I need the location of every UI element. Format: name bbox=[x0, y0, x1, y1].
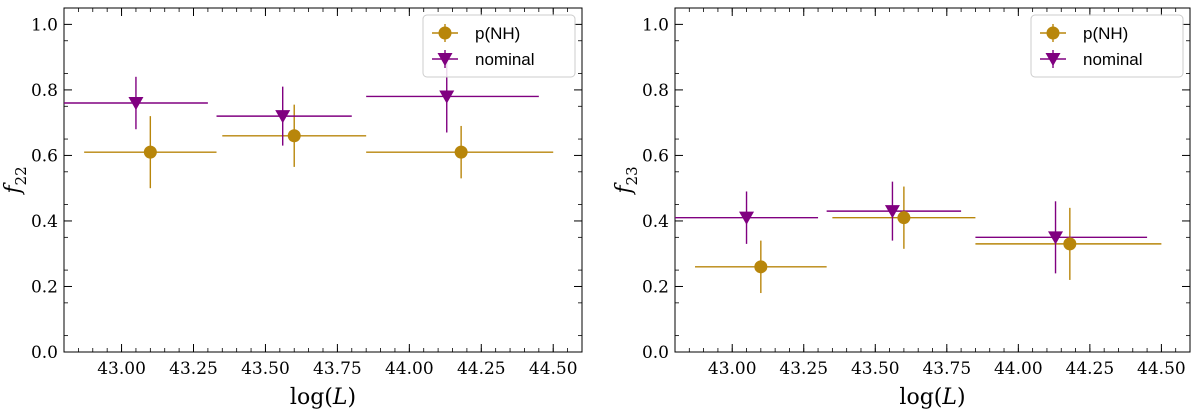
chart-panel-1: 43.00 43.25 43.50 43.75 44.00 44.25 44.50 0.0 0.… bbox=[1, 7, 583, 410]
data-point bbox=[754, 260, 768, 274]
x-tick-label: 44.00 bbox=[385, 359, 434, 379]
y-tick-label: 0.8 bbox=[642, 81, 669, 101]
legend-label: p(NH) bbox=[475, 24, 520, 43]
data-point bbox=[275, 110, 291, 124]
x-tick-label: 43.00 bbox=[708, 359, 757, 379]
y-axis-label: f22 bbox=[1, 166, 30, 195]
y-tick-label: 0.8 bbox=[31, 81, 58, 101]
data-point bbox=[1048, 231, 1064, 245]
x-tick-label: 44.50 bbox=[529, 359, 578, 379]
legend-box bbox=[422, 14, 576, 78]
y-tick-label: 0.4 bbox=[642, 212, 669, 232]
data-point bbox=[439, 90, 455, 104]
x-tick-label: 44.50 bbox=[1137, 359, 1186, 379]
x-tick-label: 43.75 bbox=[313, 359, 362, 379]
legend-marker bbox=[1046, 26, 1060, 40]
series-p(NH) bbox=[695, 186, 1162, 294]
x-tick-label: 43.75 bbox=[922, 359, 971, 379]
series-nominal bbox=[675, 181, 1148, 274]
legend-label: p(NH) bbox=[1083, 24, 1128, 43]
y-tick-label: 0.6 bbox=[31, 146, 58, 166]
x-tick-label: 43.50 bbox=[241, 359, 290, 379]
x-tick-label: 43.25 bbox=[779, 359, 828, 379]
y-tick-label: 0.0 bbox=[642, 343, 669, 363]
y-axis-label: f23 bbox=[612, 166, 641, 195]
x-tick-label: 43.50 bbox=[851, 359, 900, 379]
data-point bbox=[739, 211, 755, 225]
legend: p(NH) nominal bbox=[1030, 14, 1184, 78]
y-tick-label: 1.0 bbox=[31, 15, 58, 35]
x-axis-label: log(L) bbox=[290, 385, 356, 410]
y-tick-label: 0.2 bbox=[642, 277, 669, 297]
data-point bbox=[287, 129, 301, 143]
legend: p(NH) nominal bbox=[422, 14, 576, 78]
data-point bbox=[128, 97, 144, 111]
legend-label: nominal bbox=[1083, 50, 1143, 69]
data-point bbox=[454, 145, 468, 159]
legend-marker bbox=[1045, 53, 1061, 67]
x-tick-label: 44.25 bbox=[457, 359, 506, 379]
y-tick-label: 0.6 bbox=[642, 146, 669, 166]
y-tick-label: 0.0 bbox=[31, 343, 58, 363]
x-tick-label: 44.25 bbox=[1066, 359, 1115, 379]
y-tick-label: 0.4 bbox=[31, 212, 58, 232]
chart-panel-2: 43.00 43.25 43.50 43.75 44.00 44.25 44.50 0.0 0.… bbox=[612, 7, 1191, 410]
data-point bbox=[897, 211, 911, 225]
series-p(NH) bbox=[84, 104, 554, 189]
data-point bbox=[1063, 237, 1077, 251]
data-point bbox=[884, 205, 900, 219]
data-point bbox=[143, 145, 157, 159]
legend-label: nominal bbox=[475, 50, 535, 69]
y-tick-label: 0.2 bbox=[31, 277, 58, 297]
x-tick-label: 43.25 bbox=[169, 359, 218, 379]
legend-box bbox=[1030, 14, 1184, 78]
legend-marker bbox=[437, 53, 453, 67]
legend-marker bbox=[438, 26, 452, 40]
x-tick-label: 44.00 bbox=[994, 359, 1043, 379]
x-tick-label: 43.00 bbox=[97, 359, 146, 379]
y-tick-label: 1.0 bbox=[642, 15, 669, 35]
x-axis-label: log(L) bbox=[899, 385, 965, 410]
